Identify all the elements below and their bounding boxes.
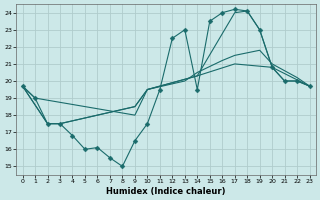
X-axis label: Humidex (Indice chaleur): Humidex (Indice chaleur): [106, 187, 226, 196]
